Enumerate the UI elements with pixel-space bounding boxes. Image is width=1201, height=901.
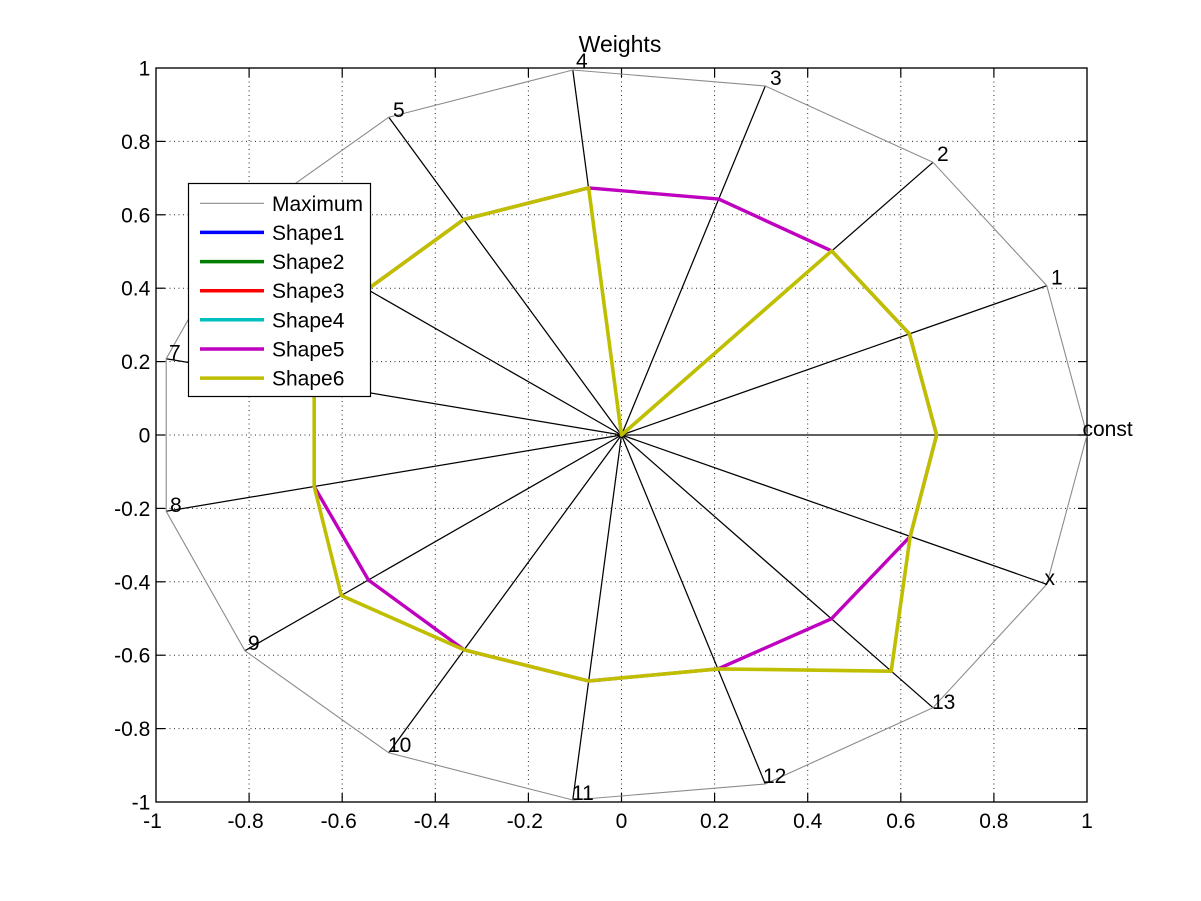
svg-text:9: 9 (248, 632, 260, 655)
svg-text:4: 4 (576, 50, 588, 73)
svg-text:5: 5 (393, 99, 405, 122)
svg-text:0.4: 0.4 (121, 278, 151, 301)
svg-text:-1: -1 (143, 810, 162, 833)
svg-text:0: 0 (139, 425, 151, 448)
svg-text:Shape1: Shape1 (272, 222, 344, 245)
svg-text:1: 1 (1081, 810, 1093, 833)
svg-text:-0.8: -0.8 (114, 718, 150, 741)
svg-text:11: 11 (572, 782, 594, 805)
svg-text:0.8: 0.8 (979, 810, 1008, 833)
svg-text:0.2: 0.2 (700, 810, 729, 833)
svg-text:-0.2: -0.2 (114, 498, 150, 521)
svg-text:-0.4: -0.4 (414, 810, 451, 833)
svg-text:Shape4: Shape4 (272, 309, 345, 332)
svg-text:3: 3 (770, 67, 782, 90)
svg-text:-0.6: -0.6 (321, 810, 357, 833)
svg-text:-0.6: -0.6 (114, 645, 150, 668)
svg-text:Shape3: Shape3 (272, 280, 344, 303)
svg-text:-0.4: -0.4 (114, 571, 151, 594)
svg-text:0: 0 (616, 810, 628, 833)
svg-text:Weights: Weights (579, 31, 662, 57)
svg-text:0.6: 0.6 (886, 810, 915, 833)
svg-text:const: const (1083, 418, 1133, 441)
svg-text:2: 2 (937, 143, 949, 166)
svg-text:0.6: 0.6 (121, 204, 150, 227)
svg-text:10: 10 (388, 734, 411, 757)
svg-text:-0.8: -0.8 (228, 810, 264, 833)
svg-text:7: 7 (169, 342, 181, 365)
svg-text:0.4: 0.4 (793, 810, 823, 833)
svg-text:Shape5: Shape5 (272, 339, 344, 362)
svg-text:-1: -1 (132, 792, 151, 815)
svg-text:Shape6: Shape6 (272, 368, 344, 391)
svg-text:x: x (1045, 567, 1056, 590)
svg-text:8: 8 (170, 494, 182, 517)
svg-text:0.8: 0.8 (121, 131, 150, 154)
svg-text:1: 1 (139, 58, 151, 81)
svg-text:Shape2: Shape2 (272, 251, 344, 274)
svg-text:12: 12 (763, 765, 786, 788)
svg-text:13: 13 (932, 691, 955, 714)
svg-text:1: 1 (1051, 267, 1063, 290)
svg-text:-0.2: -0.2 (507, 810, 543, 833)
svg-text:0.2: 0.2 (121, 351, 150, 374)
svg-text:Maximum: Maximum (272, 193, 363, 216)
